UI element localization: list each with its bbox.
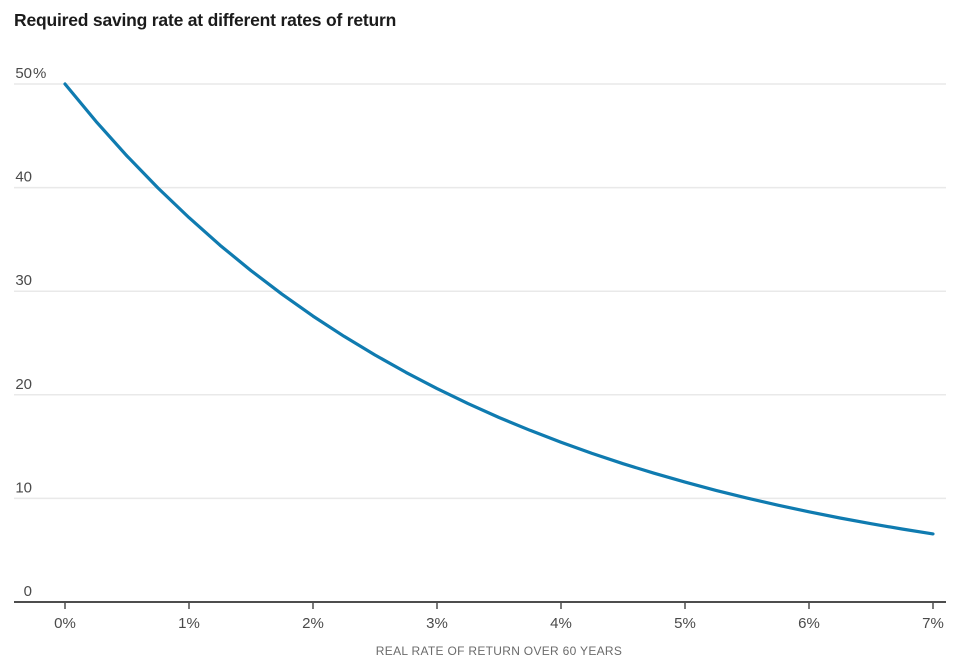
x-tick-label: 5%: [674, 615, 696, 632]
y-tick-label: 20: [15, 376, 32, 393]
x-tick-label: 2%: [302, 615, 324, 632]
y-tick-label: 30: [15, 272, 32, 289]
y-tick-label: 10: [15, 479, 32, 496]
y-tick-label: 0: [24, 583, 32, 600]
x-tick-label: 6%: [798, 615, 820, 632]
x-tick-label: 3%: [426, 615, 448, 632]
chart-title: Required saving rate at different rates …: [14, 10, 397, 30]
x-tick-label: 4%: [550, 615, 572, 632]
x-tick-label: 1%: [178, 615, 200, 632]
series-line: [63, 82, 935, 536]
x-tick-label: 7%: [922, 615, 944, 632]
x-tick-label: 0%: [54, 615, 76, 632]
x-axis-label: REAL RATE OF RETURN OVER 60 YEARS: [376, 644, 622, 658]
y-tick-label: 40: [15, 169, 32, 186]
y-tick-label: 50: [15, 65, 32, 82]
y-tick-label-suffix: %: [33, 65, 46, 82]
